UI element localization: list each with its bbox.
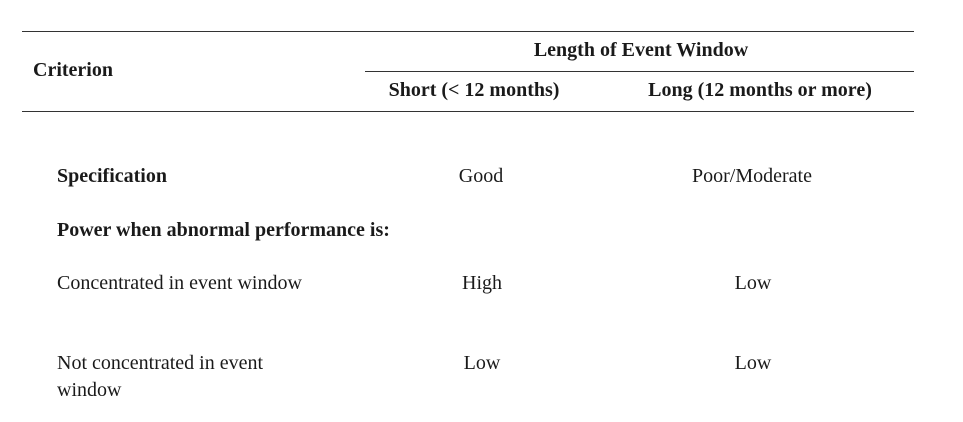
cell-concentrated-short: High	[462, 272, 502, 294]
row-label-concentrated: Concentrated in event window	[57, 272, 302, 294]
row-label-not-concentrated: Not concentrated in event window	[57, 352, 264, 401]
cell-concentrated-long: Low	[734, 272, 772, 294]
row-label-specification: Specification	[57, 165, 167, 187]
cell-not-concentrated-long: Low	[734, 352, 772, 374]
section-power-header: Power when abnormal performance is:	[57, 219, 390, 241]
top-rule	[22, 31, 914, 32]
criterion-header: Criterion	[33, 59, 113, 81]
short-window-header: Short (< 12 months)	[388, 79, 560, 101]
header-bottom-rule	[22, 111, 914, 112]
cell-specification-short: Good	[458, 165, 504, 187]
group-header-rule	[365, 71, 914, 72]
cell-not-concentrated-short: Low	[463, 352, 501, 374]
event-window-group-header: Length of Event Window	[533, 39, 749, 61]
cell-specification-long: Poor/Moderate	[692, 165, 812, 187]
long-window-header: Long (12 months or more)	[648, 79, 872, 101]
